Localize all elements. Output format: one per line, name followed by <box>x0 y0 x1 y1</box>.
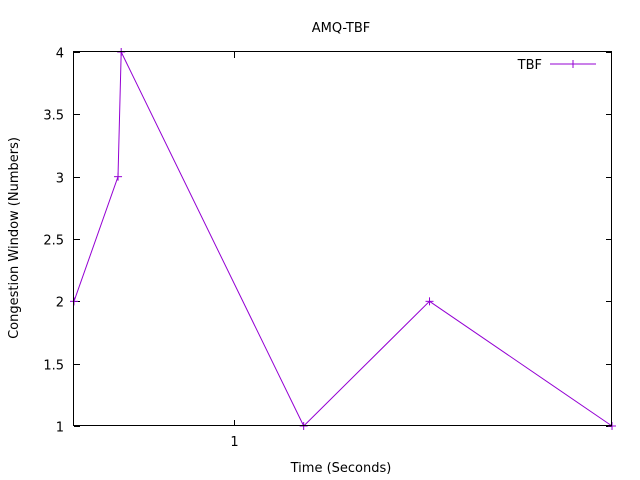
series-layer <box>70 48 616 430</box>
x-tick-label-0: 1 <box>230 435 238 450</box>
y-tick-label-3: 2.5 <box>43 234 64 249</box>
plot-frame <box>73 51 612 426</box>
legend-label-tbf: TBF <box>517 58 542 73</box>
y-tick-label-0: 1 <box>56 421 64 436</box>
y-tick-label-5: 3.5 <box>43 109 64 124</box>
data-point-0-4 <box>425 297 434 306</box>
series-line-0 <box>73 51 613 427</box>
chart-title: AMQ-TBF <box>312 21 371 36</box>
legend: TBF <box>517 58 596 73</box>
legend-marker-tbf <box>569 60 577 68</box>
y-tick-label-6: 4 <box>56 47 64 62</box>
axis-ticks: 1 1.5 2 2.5 3 3.5 4 1 <box>43 47 612 450</box>
legend-marker-plus <box>569 60 577 68</box>
data-point-0-1 <box>114 172 123 181</box>
y-tick-label-1: 1.5 <box>43 359 64 374</box>
y-tick-label-2: 2 <box>56 296 64 311</box>
y-tick-label-4: 3 <box>56 172 64 187</box>
x-axis-label: Time (Seconds) <box>290 461 392 476</box>
y-axis-label: Congestion Window (Numbers) <box>7 137 22 339</box>
